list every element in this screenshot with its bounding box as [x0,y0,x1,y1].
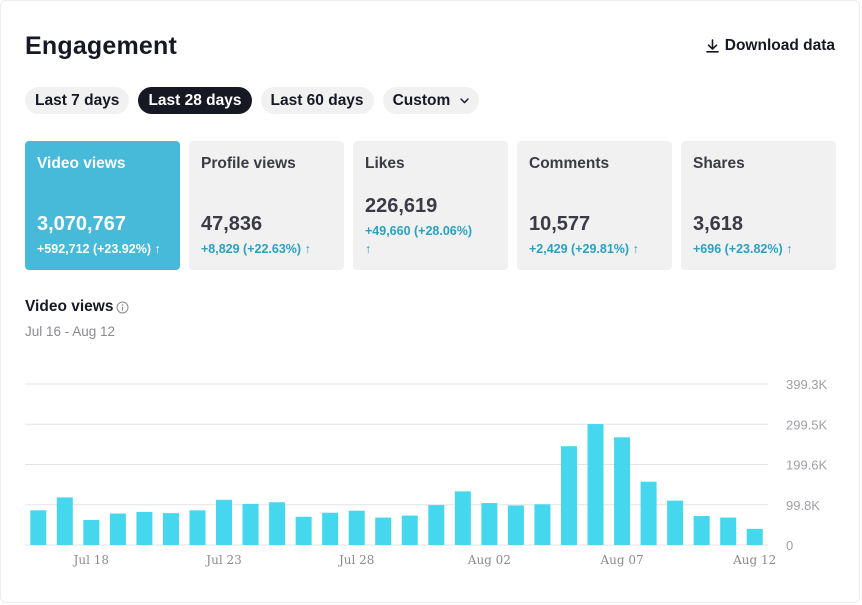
x-tick-label: Aug 07 [599,553,643,567]
download-data-label: Download data [724,37,835,54]
download-data-button[interactable]: Download data [705,36,835,56]
y-tick-label: 99.8K [786,498,820,513]
metric-change-text: +696 (+23.82%) [693,242,783,256]
metric-card-video-views[interactable]: Video views 3,070,767 +592,712 (+23.92%)… [25,141,180,270]
x-tick-label: Jul 28 [337,553,374,567]
bar-aug-11[interactable] [720,517,737,545]
bar-jul-20[interactable] [136,511,153,545]
x-tick-label: Jul 18 [72,553,109,567]
bar-aug-12[interactable] [746,528,763,545]
arrow-up-icon: ↑ [786,242,793,256]
bar-aug-03[interactable] [507,505,524,545]
bar-jul-17[interactable] [56,497,73,545]
page-title: Engagement [25,32,178,60]
bar-jul-24[interactable] [242,503,259,545]
metric-value: 3,070,767 [37,213,126,235]
metric-value: 226,619 [365,195,438,217]
x-tick-label: Jul 23 [204,553,241,567]
metric-card-comments[interactable]: Comments 10,577 +2,429 (+29.81%) ↑ [517,141,672,270]
bar-aug-01[interactable] [454,491,471,545]
bar-aug-10[interactable] [693,515,710,545]
metric-change-text: +2,429 (+29.81%) [529,242,630,256]
arrow-up-icon: ↑ [365,242,372,256]
bar-jul-28[interactable] [348,510,365,545]
chart-title: Video views [25,298,129,316]
bar-jul-30[interactable] [401,515,418,545]
metric-change: +8,829 (+22.63%) ↑ [201,240,311,258]
tab-label: Last 28 days [148,91,242,109]
bar-aug-05[interactable] [560,446,577,545]
video-views-chart: Jul 18 Jul 23 Jul 28 Aug 02 Aug 07 Aug 12 0 99… [25,377,828,567]
metric-cards: Video views 3,070,767 +592,712 (+23.92%)… [25,141,836,270]
tab-label: Last 60 days [270,91,364,109]
chart-title-text: Video views [25,298,114,315]
bar-jul-23[interactable] [216,499,233,545]
bar-jul-22[interactable] [189,510,206,545]
date-range-tabs: Last 7 days Last 28 days Last 60 days Cu… [25,87,480,114]
metric-change: +2,429 (+29.81%) ↑ [529,240,639,258]
y-tick-label: 0 [786,538,793,553]
arrow-up-icon: ↑ [154,242,161,256]
metric-label: Comments [529,155,610,172]
metric-value: 10,577 [529,213,591,235]
metric-label: Likes [365,155,405,172]
metric-value: 3,618 [693,213,744,235]
x-tick-label: Aug 02 [467,553,511,567]
tab-last-60-days[interactable]: Last 60 days [260,87,374,114]
x-tick-label: Aug 12 [732,553,776,567]
bar-jul-25[interactable] [269,502,286,545]
metric-label: Profile views [201,155,296,172]
metric-change: +49,660 (+28.06%) [365,222,472,240]
bar-jul-31[interactable] [428,505,445,545]
metric-change: +696 (+23.82%) ↑ [693,240,792,258]
metric-label: Video views [37,155,126,172]
tab-last-7-days[interactable]: Last 7 days [25,87,130,114]
y-tick-label: 199.6K [786,458,828,473]
metric-label: Shares [693,155,745,172]
y-tick-label: 299.5K [786,417,828,432]
metric-change-text: +8,829 (+22.63%) [201,242,302,256]
bar-jul-19[interactable] [109,513,126,545]
bar-jul-16[interactable] [30,510,47,545]
tab-label: Custom [392,91,451,109]
metric-value: 47,836 [201,213,263,235]
bar-jul-26[interactable] [295,516,312,545]
download-icon [705,39,719,53]
bar-aug-09[interactable] [667,500,684,545]
chart-date-range: Jul 16 - Aug 12 [25,324,116,339]
metric-change: +592,712 (+23.92%) ↑ [37,240,161,258]
bar-jul-21[interactable] [162,513,179,545]
metric-change-text: +49,660 (+28.06%) [365,224,473,238]
tab-last-28-days[interactable]: Last 28 days [138,87,252,114]
metric-card-profile-views[interactable]: Profile views 47,836 +8,829 (+22.63%) ↑ [189,141,344,270]
tab-label: Last 7 days [35,91,120,109]
bar-aug-02[interactable] [481,503,498,545]
chevron-down-icon [460,97,469,104]
arrow-up-icon: ↑ [304,242,311,256]
bar-aug-08[interactable] [640,481,657,545]
metric-card-likes[interactable]: Likes 226,619 +49,660 (+28.06%) ↑ [353,141,508,270]
arrow-up-icon: ↑ [632,242,639,256]
bar-aug-04[interactable] [534,504,551,545]
y-tick-label: 399.3K [786,377,828,392]
tab-custom[interactable]: Custom [382,87,480,114]
bar-aug-06[interactable] [587,424,604,545]
bar-jul-18[interactable] [83,520,100,545]
bar-jul-29[interactable] [375,517,392,545]
metric-card-shares[interactable]: Shares 3,618 +696 (+23.82%) ↑ [681,141,836,270]
info-icon[interactable] [116,301,129,314]
bar-aug-07[interactable] [614,437,631,545]
bar-jul-27[interactable] [322,512,339,545]
metric-change-text: +592,712 (+23.92%) [37,242,151,256]
